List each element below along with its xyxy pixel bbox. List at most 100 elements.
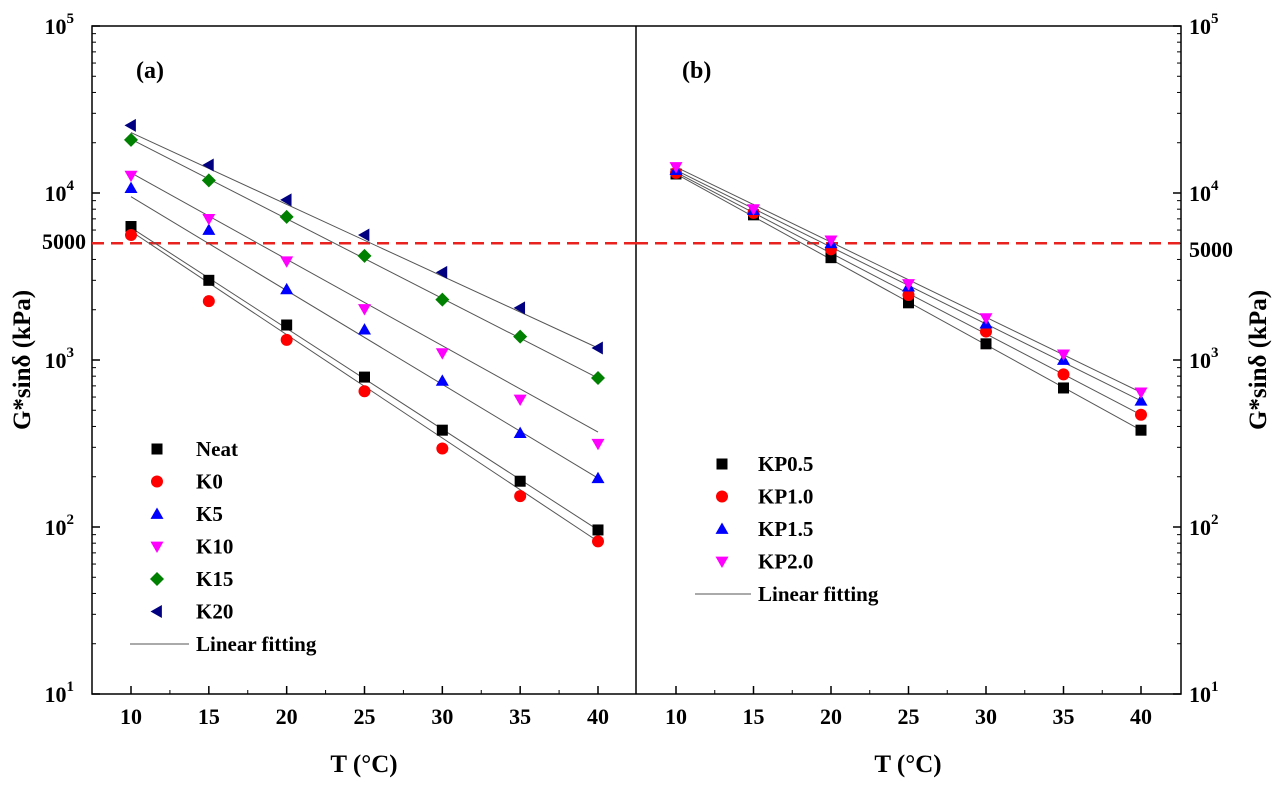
point-kp2.0 <box>747 204 760 216</box>
point-k15 <box>357 248 372 263</box>
point-k5 <box>435 374 449 386</box>
y-tick-label-right: 103 <box>1189 345 1219 373</box>
x-tick-label: 15 <box>198 704 220 729</box>
legend-label-k5: K5 <box>196 502 223 526</box>
point-k0 <box>202 295 215 308</box>
point-k20 <box>513 301 526 315</box>
point-k10 <box>591 438 605 451</box>
legend-marker-k20 <box>150 605 162 618</box>
legend-label-k0: K0 <box>196 470 223 494</box>
x-tick-label: 40 <box>587 704 609 729</box>
point-k5 <box>358 323 371 335</box>
point-neat <box>281 319 293 331</box>
point-kp2.0 <box>669 162 683 174</box>
y-axis-title-left: G*sinδ (kPa) <box>9 290 36 430</box>
point-kp0.5 <box>1135 424 1147 436</box>
x-tick-label: 20 <box>276 704 298 729</box>
point-neat <box>359 371 370 383</box>
y-tick-label-left: 102 <box>45 512 75 540</box>
point-k5 <box>513 426 527 438</box>
x-tick-label: 15 <box>743 704 765 729</box>
point-kp1.5 <box>1134 394 1148 406</box>
x-tick-label: 25 <box>898 704 920 729</box>
point-k5 <box>124 181 138 193</box>
point-kp0.5 <box>1058 382 1069 394</box>
point-k15 <box>513 329 528 344</box>
point-neat <box>592 524 604 536</box>
legend-marker-kp2.0 <box>715 556 729 568</box>
legend-marker-kp1.5 <box>715 522 729 534</box>
panel-b-label: (b) <box>682 58 711 84</box>
point-neat <box>514 475 526 487</box>
y-tick-label-right: 105 <box>1189 11 1219 39</box>
legend-label-k15: K15 <box>196 567 233 591</box>
point-k0 <box>125 229 137 242</box>
x-tick-label: 10 <box>120 704 142 729</box>
point-k0 <box>358 385 371 398</box>
x-axis-title-left: T (°C) <box>330 751 397 778</box>
legend-label-kp1.5: KP1.5 <box>758 517 813 541</box>
point-k20 <box>435 265 448 279</box>
x-tick-label: 30 <box>975 704 997 729</box>
point-neat <box>436 424 448 436</box>
point-k0 <box>436 442 449 455</box>
point-k20 <box>280 193 292 207</box>
legend-marker-kp1.0 <box>716 490 728 503</box>
y-tick-label-right: 101 <box>1189 679 1219 707</box>
point-k10 <box>280 256 294 268</box>
point-kp2.0 <box>824 235 838 247</box>
legend-marker-k15 <box>150 572 164 586</box>
legend-label-kp1.0: KP1.0 <box>758 485 813 509</box>
legend-label-k20: K20 <box>196 600 233 624</box>
point-kp1.0 <box>1135 408 1147 421</box>
y-tick-label-right: 102 <box>1189 512 1219 540</box>
y-tick-label-left: 103 <box>45 345 75 373</box>
y-tick-label-left: 104 <box>45 178 75 206</box>
x-tick-label: 35 <box>1053 704 1075 729</box>
legend-label-kp2.0: KP2.0 <box>758 550 813 574</box>
x-tick-label: 40 <box>1130 704 1152 729</box>
x-tick-label: 20 <box>820 704 842 729</box>
legend-marker-kp0.5 <box>716 458 728 470</box>
point-k20 <box>591 341 603 355</box>
legend-label-kp0.5: KP0.5 <box>758 452 813 476</box>
y-axis-title-right: G*sinδ (kPa) <box>1245 290 1272 430</box>
y-tick-label-left: 105 <box>45 11 75 39</box>
x-axis-title-right: T (°C) <box>874 751 941 778</box>
point-k15 <box>124 132 138 147</box>
point-kp1.0 <box>902 289 915 302</box>
panel-a-label: (a) <box>136 58 164 84</box>
legend-marker-k10 <box>150 541 164 553</box>
x-tick-label: 10 <box>665 704 687 729</box>
fit-line-k5 <box>130 196 599 479</box>
point-k20 <box>124 118 136 132</box>
point-kp0.5 <box>980 338 992 350</box>
point-kp1.0 <box>1057 368 1070 381</box>
point-k0 <box>280 333 293 346</box>
point-k10 <box>202 213 216 226</box>
point-k5 <box>280 282 294 295</box>
point-k10 <box>513 394 527 407</box>
point-k5 <box>202 223 216 235</box>
point-k10 <box>358 304 371 316</box>
point-k15 <box>279 209 294 224</box>
ticks-layer: 101 101 102 102 103 103 104 104 105 105 10 15 20 25 30… <box>45 11 1220 729</box>
point-kp2.0 <box>979 313 993 325</box>
x-tick-label: 30 <box>431 704 453 729</box>
point-k10 <box>124 170 138 183</box>
point-k0 <box>592 535 604 548</box>
point-k15 <box>201 173 216 188</box>
legend-marker-neat <box>151 443 163 455</box>
point-k10 <box>435 348 449 360</box>
point-kp2.0 <box>1134 387 1148 399</box>
reference-label-right: 5000 <box>1189 237 1233 262</box>
point-kp2.0 <box>1057 349 1070 361</box>
point-k20 <box>202 158 214 172</box>
legend-marker-k5 <box>150 507 164 519</box>
legend-fit-label: Linear fitting <box>758 582 879 606</box>
point-neat <box>203 274 215 286</box>
legend-label-neat: Neat <box>196 437 238 461</box>
point-kp1.0 <box>980 325 992 338</box>
y-tick-label-left: 101 <box>45 679 75 707</box>
legend-fit-label: Linear fitting <box>196 632 317 656</box>
